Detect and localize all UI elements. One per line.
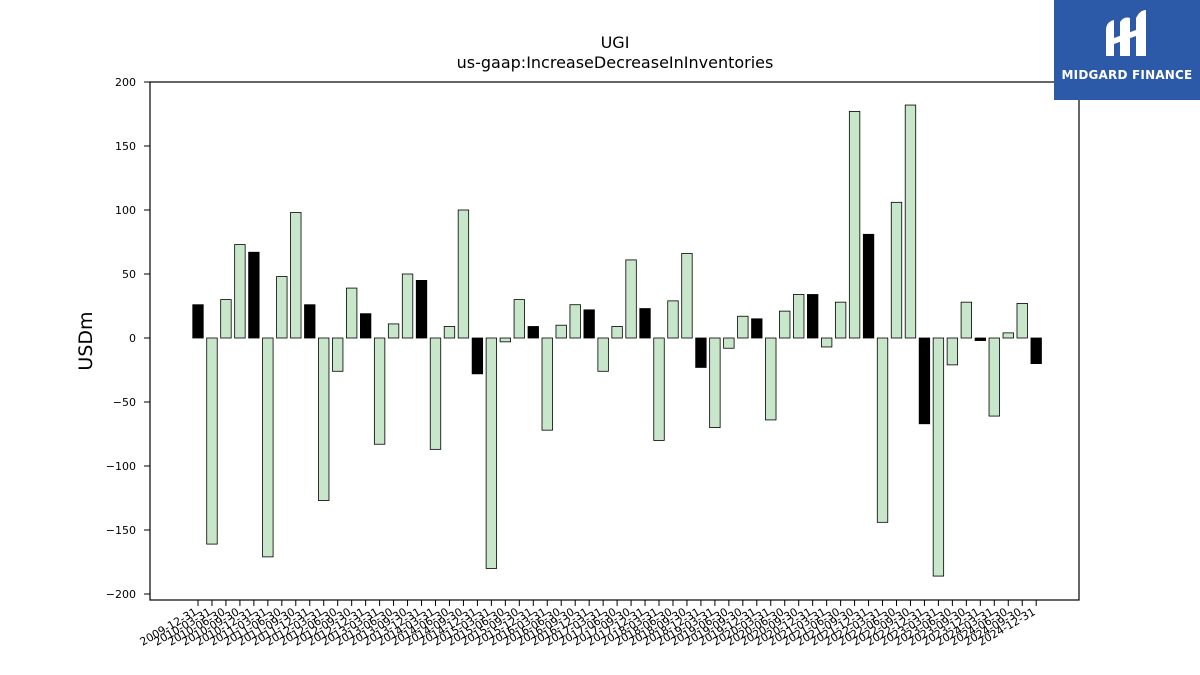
bar-2015-03-31 xyxy=(485,337,498,569)
bar-2011-09-30 xyxy=(290,212,302,339)
bar-2020-06-30 xyxy=(779,310,791,339)
y-tick-label: 200 xyxy=(115,76,136,89)
bar-2016-06-30 xyxy=(555,324,567,339)
bar-2012-09-30 xyxy=(346,287,358,339)
bar-2016-03-31 xyxy=(541,337,553,431)
bar-2019-06-30 xyxy=(723,337,735,349)
bar-2015-09-30 xyxy=(513,299,525,339)
bar-2019-03-31 xyxy=(709,337,721,428)
bar-2018-12-31 xyxy=(695,337,707,368)
bar-2014-06-30 xyxy=(443,326,456,339)
bar-2023-06-30 xyxy=(946,337,959,366)
bar-2013-09-30 xyxy=(401,273,414,339)
bar-2017-06-30 xyxy=(611,326,623,339)
bar-2020-09-30 xyxy=(793,294,805,339)
brand-name: MIDGARD FINANCE xyxy=(1061,68,1193,82)
bar-2020-12-31 xyxy=(807,294,819,339)
bar-2024-03-31 xyxy=(988,337,1000,417)
y-tick-label: −50 xyxy=(113,396,136,409)
chart-subtitle: us-gaap:IncreaseDecreaseInInventories xyxy=(457,53,774,72)
x-axis-ticks: 2009-12-312010-03-312010-06-302010-09-30… xyxy=(138,600,1038,649)
bar-2015-06-30 xyxy=(499,337,511,343)
midgard-logo-icon xyxy=(1106,10,1146,56)
bar-2014-03-31 xyxy=(429,337,442,450)
bar-2022-12-31 xyxy=(918,337,931,425)
y-axis-ticks: −200 −150 −100 −50 0 50 100 150 200 xyxy=(106,76,150,601)
bar-2018-03-31 xyxy=(653,337,665,441)
bars-group xyxy=(192,104,1042,577)
bar-2022-03-31 xyxy=(876,337,889,523)
bar-2017-09-30 xyxy=(625,259,637,339)
y-tick-label: 150 xyxy=(115,140,136,153)
y-tick-label: −200 xyxy=(106,588,136,601)
bar-2019-12-31 xyxy=(751,318,763,339)
bar-2017-12-31 xyxy=(639,308,651,339)
bar-2016-12-31 xyxy=(583,309,595,339)
bar-2009-12-31 xyxy=(192,304,204,339)
bar-2020-03-31 xyxy=(765,337,777,421)
bar-2021-03-31 xyxy=(821,337,833,348)
bar-2021-12-31 xyxy=(862,233,875,339)
bar-2018-06-30 xyxy=(667,300,679,339)
bar-2010-12-31 xyxy=(248,251,260,339)
bar-2021-09-30 xyxy=(848,111,861,339)
bar-2018-09-30 xyxy=(681,253,693,339)
bar-2022-09-30 xyxy=(904,104,917,339)
y-tick-label: 100 xyxy=(115,204,136,217)
y-tick-label: −100 xyxy=(106,460,136,473)
bar-2014-09-30 xyxy=(457,209,470,339)
plot-frame xyxy=(149,81,1080,601)
chart-title: UGI xyxy=(601,33,630,52)
bar-2024-12-31 xyxy=(1030,337,1042,365)
y-tick-label: 50 xyxy=(122,268,136,281)
bar-2010-06-30 xyxy=(220,299,232,339)
y-tick-label: 0 xyxy=(129,332,136,345)
bar-2016-09-30 xyxy=(569,304,581,339)
bar-2012-03-31 xyxy=(318,337,330,501)
bar-2021-06-30 xyxy=(834,301,847,339)
midgard-finance-logo: MIDGARD FINANCE xyxy=(1054,0,1200,100)
bar-2011-06-30 xyxy=(276,276,288,339)
bar-2014-12-31 xyxy=(471,337,484,375)
bar-2017-03-31 xyxy=(597,337,609,372)
bar-2019-09-30 xyxy=(737,315,749,339)
bar-2013-12-31 xyxy=(415,279,428,339)
bar-2023-12-31 xyxy=(974,337,986,341)
y-tick-label: −150 xyxy=(106,524,136,537)
bar-2010-03-31 xyxy=(206,337,218,545)
bar-2011-12-31 xyxy=(304,304,316,339)
bar-2013-03-31 xyxy=(373,337,386,445)
bar-2023-03-31 xyxy=(932,337,945,577)
bar-2023-09-30 xyxy=(960,301,972,339)
bar-2011-03-31 xyxy=(262,337,274,558)
bar-2013-06-30 xyxy=(387,323,400,339)
bar-2024-09-30 xyxy=(1016,303,1028,339)
bar-2010-09-30 xyxy=(234,244,246,339)
bar-2012-06-30 xyxy=(332,337,344,372)
bar-2012-12-31 xyxy=(359,313,372,339)
bar-2022-06-30 xyxy=(890,201,903,339)
y-axis-label: USDm xyxy=(75,311,97,370)
bar-2015-12-31 xyxy=(527,326,539,339)
bar-2024-06-30 xyxy=(1002,332,1014,339)
